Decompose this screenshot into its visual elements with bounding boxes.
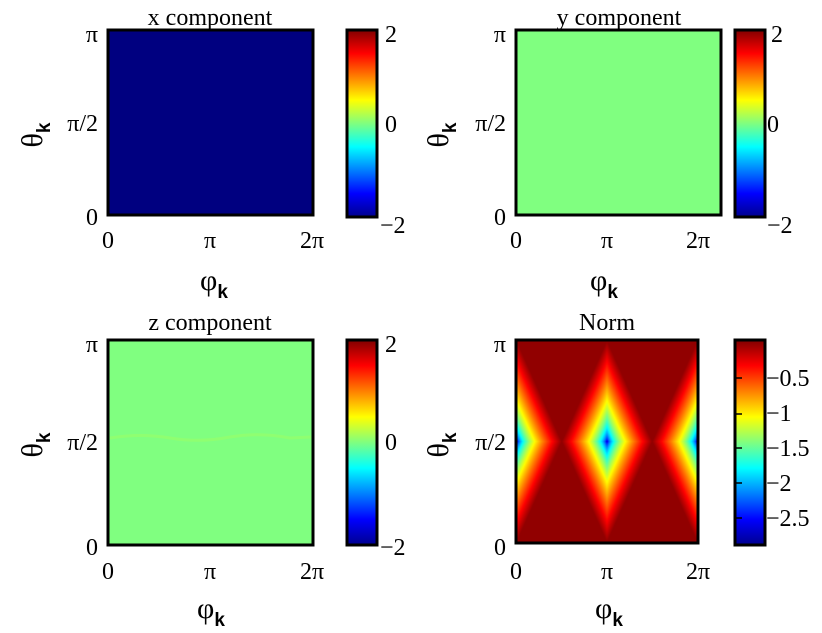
svg-text:θk: θk [16, 432, 55, 457]
heatmap-field [106, 28, 315, 217]
colorbar-tick-label: 0 [385, 430, 397, 456]
colorbar-tick-label: −2 [380, 535, 406, 561]
x-axis-label: φk [590, 264, 618, 303]
colorbar [733, 28, 767, 219]
heatmap-field [106, 338, 315, 547]
chart-title: y component [557, 5, 682, 31]
y-tick-label: 0 [86, 535, 98, 561]
colorbar-tick-label: −2 [766, 471, 792, 497]
x-tick-label: 0 [510, 228, 522, 254]
colorbar-tick-label: 0 [767, 112, 779, 138]
svg-text:θk: θk [16, 122, 55, 147]
x-tick-label: 0 [510, 559, 522, 585]
y-tick-label: π [494, 332, 506, 358]
colorbar-tick-label: −2 [767, 213, 793, 239]
panel-x-component: x component π π/2 0 0 π 2π φk θk 2 0 −2 [16, 5, 406, 303]
panel-norm: Norm π π/2 0 0 π 2π φk θk −0.5 −1 −1.5 −… [422, 310, 810, 631]
colorbar [733, 338, 767, 547]
x-tick-label: 2π [300, 228, 324, 254]
colorbar-tick-label: 0 [385, 112, 397, 138]
colorbar-tick-label: −2 [380, 213, 406, 239]
x-tick-label: π [601, 228, 613, 254]
chart-title: z component [148, 310, 272, 336]
svg-text:φk: φk [197, 592, 225, 631]
x-tick-label: π [204, 228, 216, 254]
colorbar [345, 338, 379, 547]
heatmap-field [516, 340, 698, 543]
x-tick-label: 0 [102, 228, 114, 254]
colorbar-tick-label: −1.5 [766, 436, 810, 462]
colorbar-tick-label: −2.5 [766, 506, 810, 532]
y-tick-label: 0 [494, 205, 506, 231]
y-axis-label: θk [422, 122, 461, 147]
colorbar-tick-label: 2 [385, 22, 397, 48]
y-tick-label: π/2 [67, 430, 98, 456]
heatmap-field [514, 28, 723, 217]
colorbar-ticks [735, 377, 742, 519]
heatmap-frame [514, 338, 700, 545]
x-axis-label: φk [595, 592, 623, 631]
svg-text:φk: φk [595, 592, 623, 631]
colorbar-tick-label: 2 [385, 332, 397, 358]
chart-title: x component [148, 5, 273, 31]
x-tick-label: 2π [686, 559, 710, 585]
x-tick-label: 0 [102, 559, 114, 585]
colorbar [345, 28, 379, 219]
svg-text:φk: φk [590, 264, 618, 303]
svg-text:θk: θk [422, 432, 461, 457]
svg-text:θk: θk [422, 122, 461, 147]
y-tick-label: 0 [494, 535, 506, 561]
y-axis-label: θk [16, 122, 55, 147]
x-tick-label: 2π [686, 228, 710, 254]
y-tick-label: π [494, 22, 506, 48]
svg-text:φk: φk [200, 264, 228, 303]
panel-z-component: z component π π/2 0 0 π 2π φk θk 2 0 −2 [16, 310, 406, 631]
y-tick-label: π/2 [67, 111, 98, 137]
colorbar-tick-label: 2 [771, 22, 783, 48]
panel-y-component: y component π π/2 0 0 π 2π φk θk 2 0 −2 [422, 5, 793, 303]
x-axis-label: φk [197, 592, 225, 631]
x-axis-label: φk [200, 264, 228, 303]
colorbar-tick-label: −0.5 [766, 366, 810, 392]
x-tick-label: π [204, 559, 216, 585]
y-tick-label: π/2 [475, 111, 506, 137]
equator-ripple [109, 433, 312, 442]
y-axis-label: θk [16, 432, 55, 457]
y-tick-label: π [86, 332, 98, 358]
x-tick-label: 2π [300, 559, 324, 585]
colorbar-tick-label: −1 [766, 401, 792, 427]
y-tick-label: π/2 [475, 430, 506, 456]
y-tick-label: π [86, 22, 98, 48]
x-tick-label: π [601, 559, 613, 585]
chart-title: Norm [579, 310, 635, 336]
y-tick-label: 0 [86, 205, 98, 231]
y-axis-label: θk [422, 432, 461, 457]
